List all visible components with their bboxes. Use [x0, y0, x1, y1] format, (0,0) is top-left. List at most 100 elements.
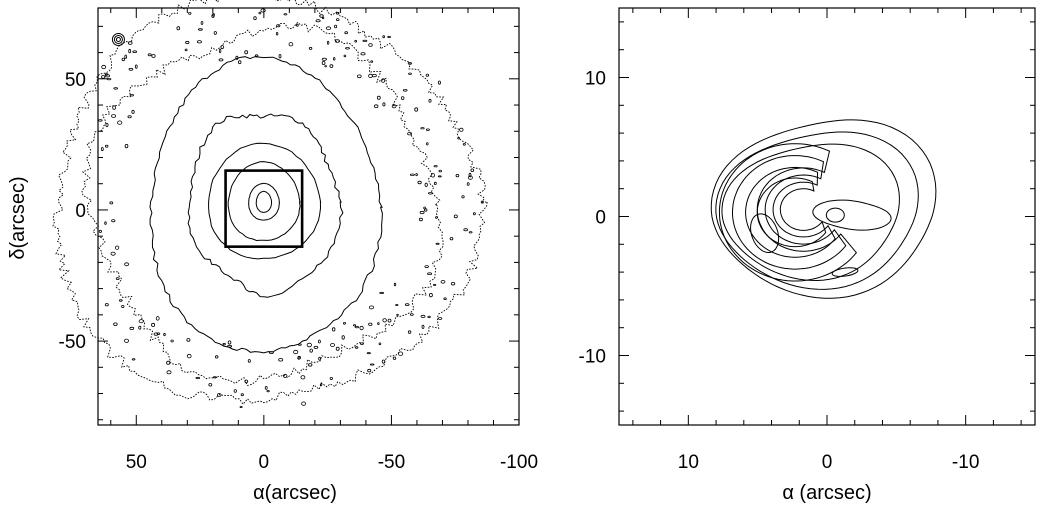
star-contour — [115, 36, 121, 42]
noise-speck — [147, 53, 152, 57]
noise-speck — [334, 24, 338, 29]
star-contour — [113, 34, 123, 44]
x-tick-label: 0 — [259, 452, 270, 473]
noise-speck — [240, 393, 244, 397]
noise-speck — [237, 60, 242, 65]
noise-speck — [100, 147, 104, 152]
noise-speck — [128, 48, 132, 54]
noise-speck — [402, 89, 408, 92]
noise-speck — [325, 26, 332, 31]
noise-speck — [418, 217, 423, 222]
noise-speck — [266, 389, 270, 393]
noise-speck — [318, 356, 321, 361]
noise-speck — [111, 219, 116, 223]
noise-speck — [276, 24, 281, 28]
noise-speck — [414, 107, 419, 112]
noise-speck — [319, 14, 324, 18]
noise-speck — [398, 351, 404, 356]
noise-speck — [313, 345, 319, 349]
noise-speck — [319, 383, 323, 387]
noise-speck — [98, 119, 103, 122]
noise-speck — [421, 324, 425, 329]
noise-speck — [124, 262, 129, 267]
noise-speck — [115, 277, 120, 280]
left-contour-plot: 50 0 -50 -100 50 0 -50 α(arcsec) δ(arcsec) — [7, 0, 538, 504]
noise-speck — [443, 297, 447, 301]
noise-speck — [216, 392, 222, 397]
noise-speck — [119, 299, 123, 302]
noise-speck — [176, 26, 181, 31]
left-axis-ticks: 50 0 -50 -100 50 0 -50 — [59, 8, 538, 473]
noise-speck — [101, 64, 107, 70]
noise-speck — [341, 335, 345, 340]
noise-speck — [381, 78, 386, 83]
noise-speck — [131, 109, 135, 114]
noise-speck — [376, 95, 381, 100]
noise-speck — [463, 228, 469, 232]
noise-speck — [335, 346, 340, 351]
noise-speck — [378, 342, 382, 346]
x-tick-label: 0 — [822, 452, 833, 473]
noise-speck — [283, 373, 288, 378]
inset-region-box — [224, 169, 304, 248]
noise-speck — [278, 54, 282, 59]
noise-speck — [283, 13, 288, 16]
noise-speck — [336, 18, 340, 22]
noise-speck — [117, 120, 123, 125]
noise-speck — [315, 19, 321, 23]
y-tick-label: 50 — [65, 70, 86, 91]
noise-speck — [260, 8, 266, 13]
noise-speck — [407, 62, 412, 65]
noise-speck — [244, 379, 249, 384]
noise-speck — [354, 39, 358, 43]
x-tick-label: -10 — [952, 452, 979, 473]
noise-speck — [369, 363, 375, 366]
noise-speck — [368, 322, 373, 326]
noise-speck — [329, 64, 334, 68]
noise-speck — [407, 132, 413, 136]
noise-speck — [419, 210, 425, 215]
noise-speck — [235, 55, 239, 60]
noise-speck — [404, 303, 410, 306]
noise-speck — [437, 317, 443, 320]
noise-speck — [211, 14, 215, 18]
noise-speck — [121, 304, 125, 308]
y-tick-label: 0 — [75, 201, 86, 222]
noise-speck — [166, 370, 172, 375]
noise-speck — [408, 72, 412, 75]
noise-speck — [370, 60, 374, 63]
noise-speck — [453, 214, 458, 219]
noise-speck — [425, 73, 430, 77]
noise-speck — [186, 338, 191, 342]
noise-speck — [455, 174, 460, 178]
noise-speck — [124, 54, 127, 59]
noise-speck — [354, 325, 360, 329]
noise-speck — [308, 363, 313, 367]
noise-speck — [345, 47, 350, 50]
noise-speck — [110, 251, 116, 256]
noise-speck — [321, 16, 325, 20]
noise-speck — [382, 102, 386, 107]
noise-speck — [288, 42, 294, 47]
left-contour-level-8 — [52, 0, 488, 405]
noise-speck — [239, 405, 243, 408]
noise-speck — [98, 229, 103, 233]
noise-speck — [387, 35, 391, 39]
noise-speck — [433, 165, 438, 168]
noise-speck — [374, 104, 379, 108]
noise-speck — [468, 172, 472, 178]
noise-speck — [321, 61, 326, 66]
noise-speck — [468, 231, 473, 234]
noise-speck — [333, 57, 336, 61]
left-noise-specks — [98, 8, 484, 408]
noise-speck — [424, 265, 429, 269]
noise-speck — [391, 104, 397, 109]
noise-speck — [335, 11, 340, 15]
noise-speck — [227, 344, 233, 348]
noise-speck — [135, 64, 138, 69]
noise-speck — [295, 23, 299, 27]
noise-speck — [214, 355, 219, 359]
noise-speck — [428, 98, 432, 103]
noise-speck — [104, 221, 107, 225]
